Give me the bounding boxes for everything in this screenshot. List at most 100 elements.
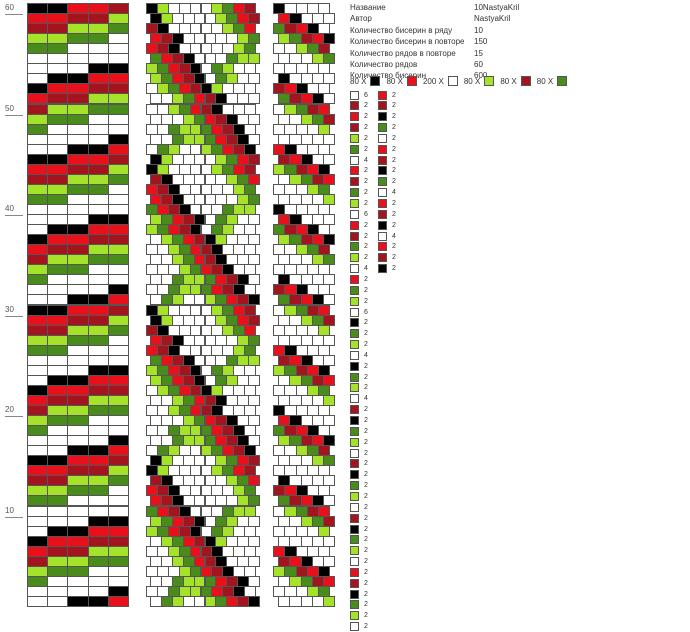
bead-sequence-item: 2 — [350, 242, 368, 252]
bead-count: 2 — [392, 210, 396, 218]
bead-sequence-item: 2 — [350, 188, 368, 198]
bead-sequence-item: 2 — [378, 101, 396, 111]
legend-count: 80 X — [350, 76, 367, 86]
bead-count: 2 — [364, 243, 368, 251]
bead-count: 2 — [364, 460, 368, 468]
legend-swatch — [557, 76, 568, 86]
bead-sequence-item: 2 — [378, 209, 396, 219]
bead-swatch — [350, 481, 359, 491]
bead-sequence-item: 2 — [378, 253, 396, 263]
ruler-label: 40 — [5, 204, 14, 213]
bead-count: 2 — [364, 492, 368, 500]
bead-swatch — [378, 220, 387, 230]
bead-swatch — [350, 578, 359, 588]
bead-sequence-item: 2 — [378, 133, 396, 143]
bead-count: 2 — [364, 189, 368, 197]
ruler-label: 10 — [5, 505, 14, 515]
legend-count: 200 X — [422, 76, 444, 86]
bead-sequence-item: 2 — [350, 513, 368, 523]
bead-sequence-item: 2 — [350, 220, 368, 230]
bead-sequence-item: 2 — [350, 285, 368, 295]
bead-sequence-item: 2 — [350, 372, 368, 382]
bead-count: 2 — [364, 471, 368, 479]
bead-swatch — [350, 622, 359, 632]
bead-sequence-item: 2 — [350, 416, 368, 426]
bead-count: 4 — [364, 265, 368, 273]
bead-swatch — [350, 470, 359, 480]
info-row: Количество рядов 60 — [350, 59, 519, 70]
bead-swatch — [350, 372, 359, 382]
bead-swatch — [378, 188, 387, 198]
bead-swatch — [350, 589, 359, 599]
bead-count: 2 — [364, 482, 368, 490]
legend-swatch — [406, 76, 417, 86]
bead-sequence-item: 4 — [350, 350, 368, 360]
bead-swatch — [378, 264, 387, 274]
bead-swatch — [350, 209, 359, 219]
bead-swatch — [350, 188, 359, 198]
bead-sequence-item: 2 — [350, 481, 368, 491]
info-label: Количество бисерин — [350, 71, 427, 81]
bead-count: 2 — [364, 200, 368, 207]
bead-swatch — [350, 524, 359, 534]
bead-sequence-item: 4 — [378, 231, 396, 241]
bead-swatch — [378, 209, 387, 219]
bead-count: 2 — [364, 330, 368, 338]
bead-sequence-item: 2 — [378, 112, 396, 122]
bead-swatch — [350, 426, 359, 436]
bead-count: 4 — [392, 232, 396, 240]
info-row: Автор NastyaKril — [350, 13, 519, 24]
bead-swatch — [350, 557, 359, 567]
bead-cell — [248, 595, 260, 607]
bead-count: 2 — [392, 243, 396, 251]
bead-count: 2 — [364, 319, 368, 327]
bead-swatch — [378, 123, 387, 133]
bead-sequence-item: 2 — [350, 578, 368, 588]
info-value: 10 — [474, 25, 483, 35]
bead-count: 2 — [364, 406, 368, 414]
info-row: Название 10NastyaKril — [350, 2, 519, 13]
bead-swatch — [350, 329, 359, 339]
bead-sequence-item: 2 — [378, 155, 396, 165]
info-value: 15 — [474, 48, 483, 58]
bead-cell — [323, 595, 336, 607]
info-label: Автор — [350, 14, 372, 24]
bead-count: 4 — [364, 395, 368, 403]
bead-count: 2 — [364, 232, 368, 240]
bead-sequence-item: 2 — [350, 470, 368, 480]
bead-count: 2 — [364, 558, 368, 566]
bead-count: 2 — [364, 384, 368, 392]
bead-count: 2 — [364, 373, 368, 381]
bead-swatch — [350, 133, 359, 143]
bead-swatch — [350, 220, 359, 230]
bead-swatch — [350, 242, 359, 252]
bead-swatch — [378, 144, 387, 154]
info-row: Количество бисерин в ряду 10 — [350, 25, 519, 36]
bead-count: 2 — [364, 124, 368, 132]
bead-count: 2 — [392, 178, 396, 186]
bead-sequence-item: 2 — [350, 448, 368, 458]
bead-sequence-item: 2 — [350, 340, 368, 350]
bead-count: 4 — [364, 351, 368, 359]
ruler-tick — [5, 215, 23, 216]
bead-count: 2 — [364, 612, 368, 620]
bead-sequence-item: 2 — [350, 101, 368, 111]
bead-swatch — [350, 383, 359, 393]
bead-count: 4 — [364, 156, 368, 164]
bead-count: 2 — [392, 156, 396, 164]
bead-count: 2 — [364, 568, 368, 576]
bead-count: 6 — [364, 91, 368, 99]
bead-sequence-item: 2 — [350, 112, 368, 122]
bead-count: 2 — [364, 134, 368, 142]
bead-sequence-item: 2 — [378, 242, 396, 252]
bead-swatch — [350, 144, 359, 154]
bead-sequence-item: 2 — [350, 144, 368, 154]
bead-sequence-item: 2 — [350, 600, 368, 610]
bead-count: 2 — [364, 113, 368, 121]
info-label: Количество рядов в повторе — [350, 48, 456, 58]
bead-swatch — [378, 253, 387, 263]
bead-sequence-item: 6 — [350, 209, 368, 219]
bead-count: 2 — [364, 275, 368, 283]
info-value: 150 — [474, 37, 488, 47]
bead-count: 2 — [364, 449, 368, 457]
